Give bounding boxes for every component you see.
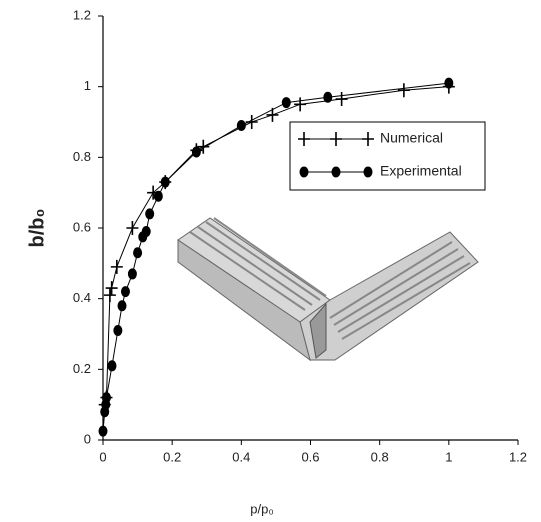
point [113, 324, 123, 336]
point [127, 268, 137, 280]
series-line [104, 86, 449, 405]
legend-marker [299, 166, 309, 178]
x-tick-label: 1 [445, 449, 452, 464]
y-tick-label: 0.4 [73, 290, 91, 305]
y-axis-label: b/b₀ [26, 208, 48, 247]
y-tick-label: 0.6 [73, 219, 91, 234]
legend-label: Experimental [380, 163, 462, 179]
point [133, 247, 143, 259]
point [323, 91, 333, 103]
point [141, 226, 151, 238]
x-tick-label: 0.6 [301, 449, 319, 464]
point [107, 360, 117, 372]
x-tick-label: 0.2 [163, 449, 181, 464]
point [444, 77, 454, 89]
point [103, 288, 116, 303]
point [120, 286, 130, 298]
y-tick-label: 0 [84, 431, 91, 446]
legend [289, 121, 486, 191]
point [197, 139, 210, 154]
point [110, 259, 123, 274]
inset-diagram [173, 208, 484, 382]
point [117, 300, 127, 312]
point [397, 83, 410, 98]
point [145, 208, 155, 220]
point [126, 221, 139, 235]
point [335, 92, 348, 107]
x-tick-label: 0.4 [232, 449, 250, 464]
legend-marker [331, 166, 341, 178]
legend-label: Numerical [380, 130, 443, 146]
point [266, 107, 279, 122]
point [191, 146, 201, 158]
y-tick-label: 0.8 [73, 149, 91, 164]
y-tick-label: 1 [84, 78, 91, 93]
x-tick-label: 0 [99, 449, 106, 464]
y-tick-label: 1.2 [73, 7, 91, 22]
y-tick-label: 0.2 [73, 361, 91, 376]
point [105, 281, 118, 296]
x-tick-label: 1.2 [509, 449, 527, 464]
point [101, 392, 111, 404]
legend-marker [362, 132, 374, 146]
point [281, 97, 291, 109]
legend-marker [298, 132, 310, 146]
x-axis-label: p/p₀ [250, 501, 273, 516]
legend-marker [330, 132, 342, 146]
point [160, 176, 170, 188]
point [236, 120, 246, 132]
point [98, 425, 108, 437]
point [294, 97, 307, 112]
point [153, 190, 163, 202]
x-tick-label: 0.8 [371, 449, 389, 464]
legend-marker [363, 166, 373, 178]
